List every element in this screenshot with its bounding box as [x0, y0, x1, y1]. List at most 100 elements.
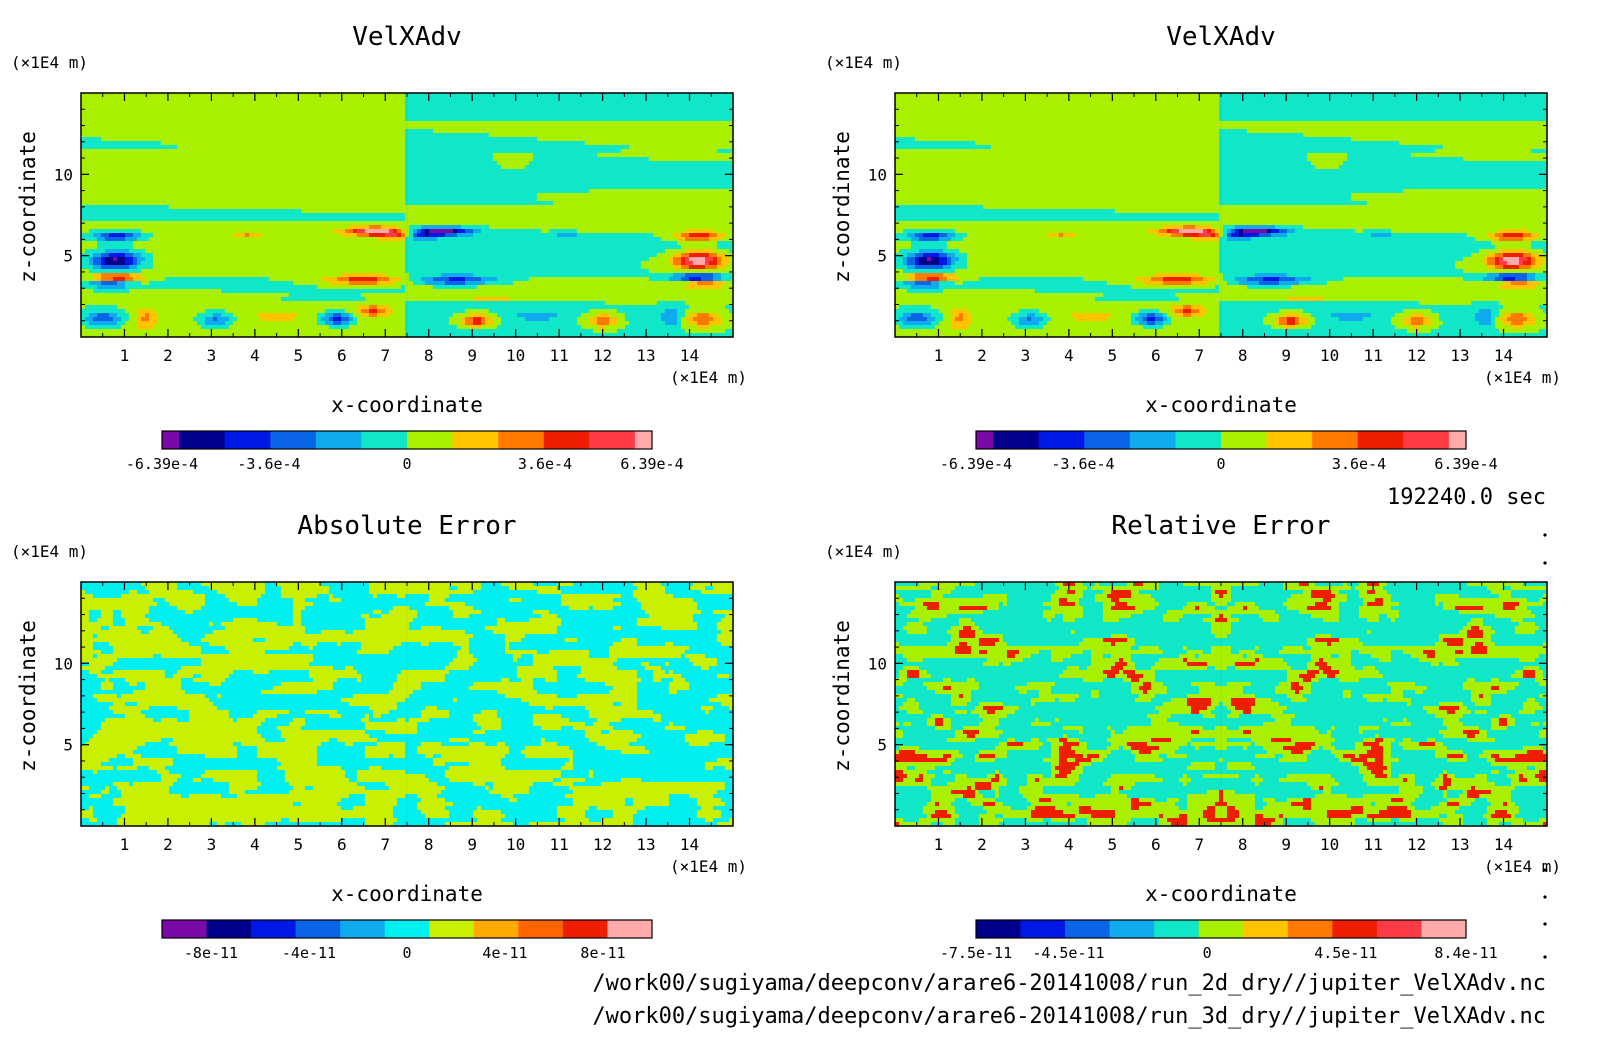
- heatmap-cell: [117, 141, 122, 146]
- heatmap-cell: [281, 121, 286, 126]
- heatmap-cell: [669, 173, 674, 178]
- heatmap-cell: [237, 101, 242, 106]
- heatmap-cell: [177, 149, 182, 154]
- heatmap-cell: [617, 97, 622, 102]
- heatmap-cell: [521, 93, 526, 98]
- heatmap-cell: [153, 105, 158, 110]
- heatmap-cell: [405, 193, 410, 198]
- heatmap-cell: [669, 97, 674, 102]
- heatmap-cell: [361, 173, 366, 178]
- heatmap-cell: [289, 173, 294, 178]
- heatmap-cell: [241, 177, 246, 182]
- heatmap-cell: [457, 209, 462, 214]
- heatmap-cell: [365, 109, 370, 114]
- heatmap-cell: [649, 149, 654, 154]
- heatmap-cell: [213, 109, 218, 114]
- heatmap-cell: [413, 189, 418, 194]
- heatmap-cell: [529, 105, 534, 110]
- heatmap-cell: [465, 209, 470, 214]
- heatmap-cell: [673, 173, 678, 178]
- heatmap-cell: [609, 181, 614, 186]
- heatmap-cell: [189, 173, 194, 178]
- heatmap-cell: [85, 137, 90, 142]
- heatmap-cell: [465, 205, 470, 210]
- heatmap-cell: [305, 161, 310, 166]
- heatmap-cell: [605, 173, 610, 178]
- heatmap-cell: [85, 125, 90, 130]
- heatmap-cell: [237, 117, 242, 122]
- heatmap-cell: [545, 197, 550, 202]
- heatmap-cell: [613, 193, 618, 198]
- heatmap-cell: [425, 169, 430, 174]
- heatmap-cell: [257, 153, 262, 158]
- heatmap-cell: [201, 129, 206, 134]
- heatmap-cell: [385, 133, 390, 138]
- heatmap-cell: [349, 181, 354, 186]
- heatmap-cell: [697, 189, 702, 194]
- heatmap-cell: [425, 133, 430, 138]
- heatmap-cell: [201, 101, 206, 106]
- heatmap-cell: [333, 169, 338, 174]
- heatmap-cell: [81, 193, 86, 198]
- heatmap-cell: [585, 145, 590, 150]
- heatmap-cell: [513, 205, 518, 210]
- heatmap-cell: [169, 93, 174, 98]
- heatmap-cell: [661, 197, 666, 202]
- heatmap-cell: [133, 173, 138, 178]
- heatmap-cell: [425, 189, 430, 194]
- heatmap-cell: [669, 177, 674, 182]
- heatmap-cell: [645, 205, 650, 210]
- heatmap-cell: [205, 125, 210, 130]
- heatmap-cell: [361, 213, 366, 218]
- heatmap-cell: [453, 125, 458, 130]
- heatmap-cell: [269, 109, 274, 114]
- heatmap-cell: [413, 129, 418, 134]
- heatmap-cell: [669, 137, 674, 142]
- heatmap-cell: [513, 137, 518, 142]
- heatmap-cell: [717, 121, 722, 126]
- heatmap-cell: [129, 197, 134, 202]
- heatmap-cell: [517, 193, 522, 198]
- heatmap-cell: [713, 173, 718, 178]
- heatmap-cell: [245, 117, 250, 122]
- heatmap-cell: [497, 169, 502, 174]
- heatmap-cell: [293, 173, 298, 178]
- heatmap-cell: [101, 193, 106, 198]
- heatmap-cell: [581, 133, 586, 138]
- heatmap-cell: [705, 97, 710, 102]
- heatmap-cell: [425, 145, 430, 150]
- heatmap-cell: [221, 109, 226, 114]
- heatmap-cell: [393, 105, 398, 110]
- heatmap-cell: [601, 193, 606, 198]
- heatmap-cell: [413, 177, 418, 182]
- heatmap-cell: [581, 181, 586, 186]
- heatmap-cell: [717, 101, 722, 106]
- heatmap-cell: [489, 137, 494, 142]
- heatmap-cell: [677, 101, 682, 106]
- heatmap-cell: [217, 177, 222, 182]
- heatmap-cell: [357, 205, 362, 210]
- heatmap-cell: [185, 125, 190, 130]
- heatmap-cell: [433, 129, 438, 134]
- heatmap-cell: [497, 205, 502, 210]
- heatmap-cell: [517, 137, 522, 142]
- heatmap-cell: [537, 137, 542, 142]
- heatmap-cell: [617, 141, 622, 146]
- heatmap-cell: [93, 113, 98, 118]
- heatmap-cell: [249, 145, 254, 150]
- heatmap-cell: [477, 145, 482, 150]
- heatmap-cell: [617, 169, 622, 174]
- heatmap-cell: [585, 93, 590, 98]
- heatmap-cell: [697, 181, 702, 186]
- heatmap-cell: [557, 141, 562, 146]
- heatmap-cell: [173, 153, 178, 158]
- heatmap-cell: [305, 121, 310, 126]
- heatmap-cell: [653, 189, 658, 194]
- heatmap-cell: [577, 141, 582, 146]
- heatmap-cell: [649, 165, 654, 170]
- heatmap-cell: [497, 105, 502, 110]
- heatmap-cell: [225, 209, 230, 214]
- heatmap-cell: [437, 165, 442, 170]
- heatmap-cell: [497, 161, 502, 166]
- heatmap-cell: [169, 133, 174, 138]
